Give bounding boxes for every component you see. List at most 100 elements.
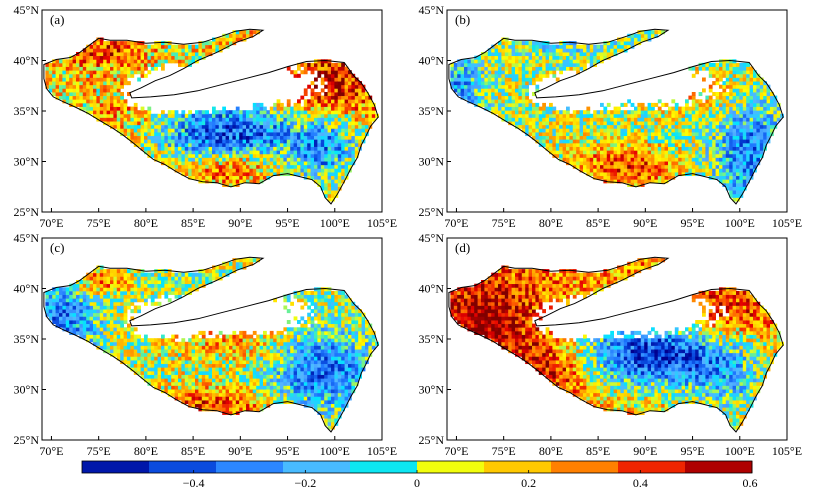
map-cell	[103, 330, 107, 335]
map-cell	[518, 92, 523, 97]
map-cell	[174, 110, 179, 115]
map-cell	[640, 172, 645, 177]
map-cell	[171, 142, 175, 147]
map-cell	[310, 146, 315, 151]
map-cell	[62, 298, 67, 303]
map-cell	[702, 110, 706, 115]
map-cell	[89, 92, 94, 97]
map-cell	[69, 84, 73, 89]
map-cell	[259, 128, 264, 133]
map-cell	[212, 157, 216, 162]
map-cell	[110, 59, 114, 64]
map-cell	[89, 77, 94, 82]
map-cell	[201, 157, 206, 162]
map-cell	[297, 110, 301, 115]
map-cell	[698, 146, 703, 151]
map-cell	[634, 33, 638, 38]
map-cell	[191, 48, 196, 53]
map-cell	[685, 128, 689, 133]
map-cell	[749, 150, 754, 155]
map-cell	[249, 135, 254, 140]
map-cell	[317, 106, 322, 111]
map-cell	[722, 113, 727, 118]
map-cell	[589, 124, 594, 129]
map-cell	[52, 88, 56, 93]
map-cell	[212, 121, 216, 126]
map-cell	[681, 139, 686, 144]
map-cell	[229, 124, 233, 129]
map-cell	[154, 55, 158, 60]
map-cell	[368, 99, 373, 104]
map-cell	[749, 142, 754, 147]
map-cell	[191, 142, 196, 147]
map-cell	[593, 161, 597, 166]
map-cell	[307, 172, 311, 177]
longitude-tick-label: 75°E	[87, 216, 111, 230]
map-cell	[491, 62, 495, 67]
map-cell	[742, 99, 747, 104]
map-cell	[344, 95, 349, 100]
map-cell	[59, 294, 63, 299]
map-cell	[242, 161, 247, 166]
map-cell	[327, 88, 332, 93]
map-cell	[732, 124, 737, 129]
map-cell	[150, 360, 155, 365]
map-cell	[99, 327, 104, 332]
map-cell	[246, 157, 250, 162]
map-cell	[86, 323, 90, 328]
map-cell	[528, 132, 533, 137]
map-cell	[596, 124, 601, 129]
map-cell	[566, 157, 570, 162]
map-cell	[300, 146, 305, 151]
map-cell	[511, 121, 516, 126]
map-cell	[334, 172, 339, 177]
map-cell	[668, 132, 672, 137]
map-cell	[314, 77, 318, 82]
map-cell	[120, 124, 124, 129]
map-cell	[222, 164, 226, 169]
map-cell	[341, 153, 345, 158]
map-cell	[65, 287, 70, 292]
map-cell	[657, 153, 662, 158]
map-cell	[293, 117, 298, 122]
map-cell	[491, 92, 495, 97]
map-cell	[545, 73, 550, 78]
map-cell	[242, 139, 247, 144]
map-cell	[617, 172, 621, 177]
map-cell	[484, 102, 489, 107]
map-cell	[191, 164, 196, 169]
map-cell	[303, 142, 308, 147]
map-cell	[596, 117, 601, 122]
map-cell	[589, 128, 594, 133]
map-cell	[150, 150, 155, 155]
map-cell	[273, 124, 277, 129]
map-cell	[229, 175, 233, 180]
map-cell	[286, 110, 291, 115]
map-cell	[283, 117, 288, 122]
map-cell	[722, 172, 727, 177]
map-cell	[48, 81, 53, 86]
map-cell	[623, 41, 628, 46]
map-cell	[729, 146, 733, 151]
map-cell	[201, 124, 206, 129]
map-cell	[746, 102, 750, 107]
map-cell	[654, 30, 659, 35]
map-cell	[739, 132, 744, 137]
map-cell	[283, 128, 288, 133]
map-cell	[116, 312, 121, 317]
map-cell	[521, 62, 526, 67]
map-cell	[144, 298, 148, 303]
map-cell	[481, 84, 485, 89]
map-cell	[627, 41, 631, 46]
map-cell	[725, 73, 730, 78]
map-cell	[256, 102, 260, 107]
map-cell	[337, 164, 342, 169]
map-cell	[110, 48, 114, 53]
map-cell	[178, 150, 182, 155]
map-cell	[739, 88, 744, 93]
map-cell	[150, 113, 155, 118]
map-cell	[736, 102, 740, 107]
map-cell	[521, 55, 526, 60]
map-cell	[293, 172, 298, 177]
map-cell	[242, 179, 247, 184]
